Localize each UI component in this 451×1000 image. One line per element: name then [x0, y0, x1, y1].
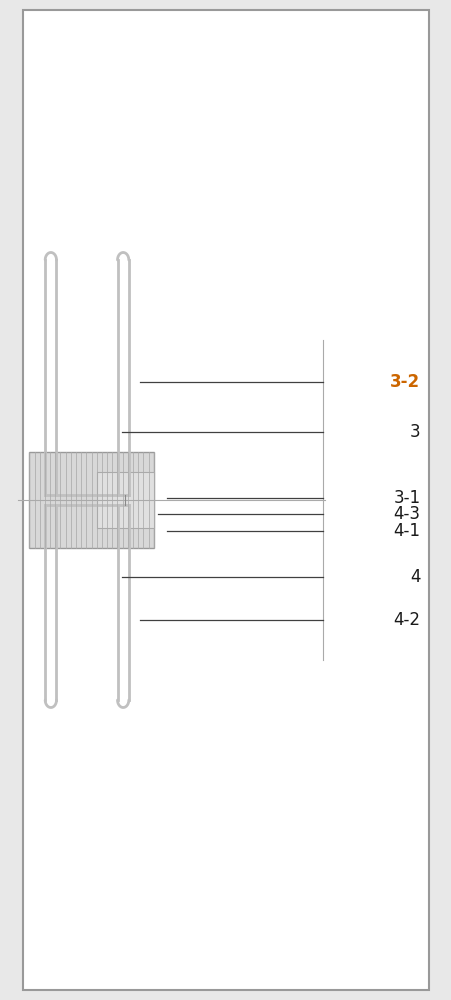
Bar	[97, 472, 153, 528]
Text: 4: 4	[409, 568, 419, 586]
Text: 4-2: 4-2	[392, 611, 419, 629]
Text: 3: 3	[409, 423, 419, 441]
Text: 4-3: 4-3	[392, 505, 419, 523]
Text: 3-2: 3-2	[389, 373, 419, 391]
FancyBboxPatch shape	[23, 10, 428, 990]
Bar	[29, 452, 153, 548]
Text: 3-1: 3-1	[392, 489, 419, 507]
Bar	[29, 452, 153, 548]
Text: 4-1: 4-1	[392, 522, 419, 540]
